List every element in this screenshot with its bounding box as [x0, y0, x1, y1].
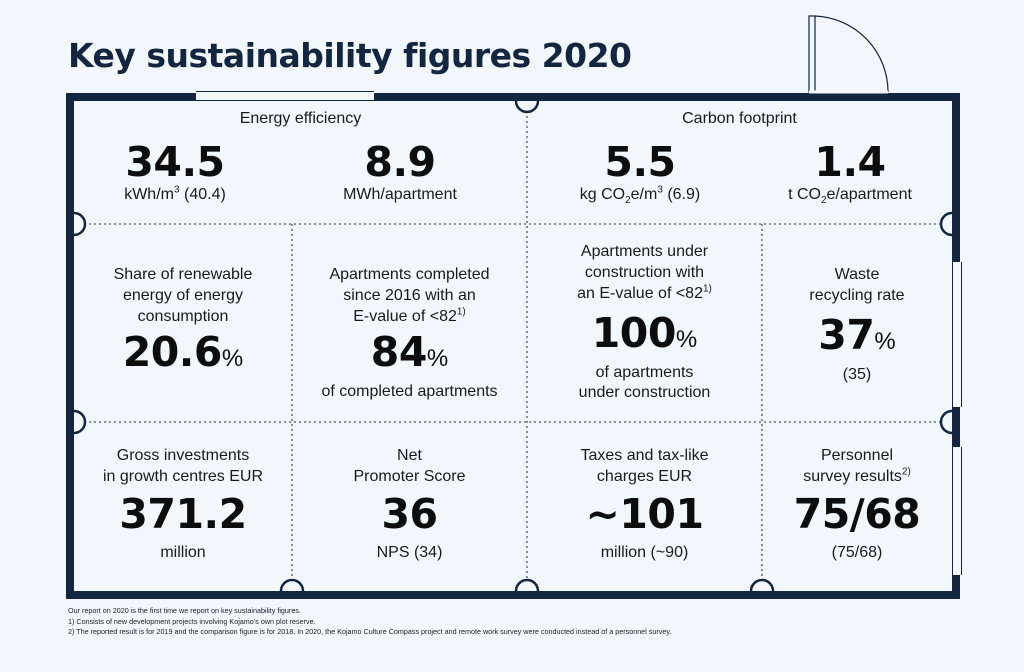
investments-value: 371.2 [119, 490, 247, 538]
nps-cell: Net Promoter Score 36 NPS (34) [292, 445, 527, 563]
construction-label-3: an E-value of <821) [577, 283, 712, 302]
investments-unit: million [160, 544, 206, 561]
renewable-label-2: energy of energy [122, 287, 244, 304]
carbon-heading: Carbon footprint [682, 110, 797, 127]
construction-apartments-cell: Apartments under construction with an E-… [527, 241, 762, 403]
waste-unit: (35) [842, 366, 872, 383]
energy-heading: Energy efficiency [239, 110, 362, 127]
energy-per-m3: 34.5 kWh/m3 (40.4) [80, 139, 270, 205]
carbon-footprint-section: Carbon footprint [527, 108, 952, 129]
carbon-per-m3: 5.5 kg CO2e/m3 (6.9) [540, 138, 740, 207]
page-title: Key sustainability figures 2020 [68, 36, 632, 75]
construction-label-1: Apartments under [580, 243, 709, 260]
nps-value: 36 [381, 490, 438, 538]
footnotes: Our report on 2020 is the first time we … [68, 606, 968, 638]
door-icon [808, 15, 889, 94]
personnel-unit: (75/68) [831, 544, 883, 561]
renewable-value: 20.6% [122, 328, 244, 376]
renewable-label-1: Share of renewable [113, 266, 253, 283]
energy-per-m3-value: 34.5 [125, 138, 225, 186]
energy-per-apartment-value: 8.9 [364, 138, 436, 186]
construction-unit-2: under construction [578, 384, 711, 401]
carbon-per-apartment-unit: t CO2e/apartment [788, 186, 912, 207]
carbon-per-m3-unit: kg CO2e/m3 (6.9) [579, 184, 701, 207]
completed-label-1: Apartments completed [329, 266, 490, 283]
energy-efficiency-section: Energy efficiency [74, 108, 527, 129]
carbon-per-m3-value: 5.5 [604, 138, 676, 186]
waste-recycling-cell: Waste recycling rate 37% (35) [762, 264, 952, 385]
taxes-unit: million (~90) [600, 544, 689, 561]
right-wall-opening-lower [952, 447, 962, 575]
waste-value: 37% [818, 311, 896, 359]
construction-label-2: construction with [584, 264, 705, 281]
completed-label-3: E-value of <821) [353, 306, 466, 325]
personnel-label-1: Personnel [820, 447, 894, 464]
renewable-share-cell: Share of renewable energy of energy cons… [74, 264, 292, 382]
nps-label-2: Promoter Score [353, 468, 466, 485]
footnote-1: 1) Consists of new development projects … [68, 616, 316, 626]
investments-cell: Gross investments in growth centres EUR … [74, 445, 292, 563]
footnote-intro: Our report on 2020 is the first time we … [68, 606, 301, 615]
energy-per-apartment-unit: MWh/apartment [343, 186, 457, 203]
personnel-value: 75/68 [793, 490, 921, 538]
construction-unit-1: of apartments [595, 364, 694, 381]
investments-label-1: Gross investments [116, 447, 250, 464]
personnel-cell: Personnel survey results2) 75/68 (75/68) [762, 445, 952, 563]
waste-label-1: Waste [834, 266, 880, 283]
renewable-label-3: consumption [137, 308, 229, 325]
completed-apartments-cell: Apartments completed since 2016 with an … [292, 264, 527, 402]
taxes-value: ~101 [585, 490, 704, 538]
carbon-per-apartment-value: 1.4 [814, 138, 886, 186]
completed-value: 84% [370, 328, 449, 376]
figures-board [66, 93, 960, 599]
nps-label-1: Net [397, 447, 422, 464]
right-wall-opening-upper [952, 262, 962, 407]
completed-label-2: since 2016 with an [343, 287, 476, 304]
taxes-label-1: Taxes and tax-like [580, 447, 709, 464]
footnote-2: 2) The reported result is for 2019 and t… [68, 627, 672, 636]
investments-label-2: in growth centres EUR [102, 468, 264, 485]
construction-value: 100% [591, 309, 698, 357]
energy-per-apartment: 8.9 MWh/apartment [300, 139, 500, 205]
energy-per-m3-unit: kWh/m3 (40.4) [124, 184, 226, 203]
personnel-label-2: survey results2) [803, 466, 911, 485]
waste-label-2: recycling rate [809, 287, 905, 304]
taxes-label-2: charges EUR [596, 468, 693, 485]
completed-unit: of completed apartments [321, 383, 498, 400]
taxes-cell: Taxes and tax-like charges EUR ~101 mill… [527, 445, 762, 563]
carbon-per-apartment: 1.4 t CO2e/apartment [760, 138, 940, 207]
top-wall-opening [196, 91, 374, 101]
nps-unit: NPS (34) [376, 544, 443, 561]
